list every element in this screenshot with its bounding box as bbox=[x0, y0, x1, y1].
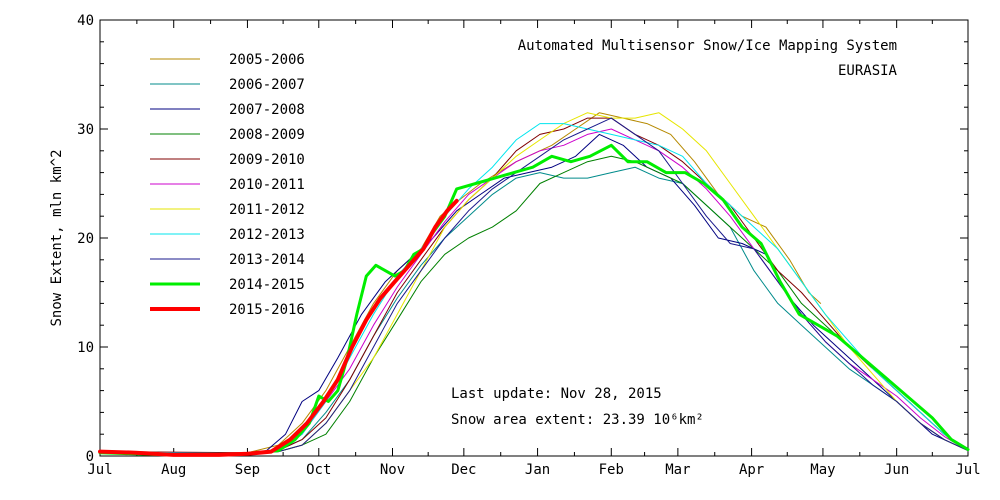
x-tick-label: Oct bbox=[306, 462, 331, 478]
legend: 2005-2006 2006-2007 2007-2008 2008-2009 2009… bbox=[150, 52, 305, 318]
legend-label: 2014-2015 bbox=[229, 277, 305, 293]
legend-label: 2009-2010 bbox=[229, 152, 305, 168]
x-tick-label: Sep bbox=[235, 462, 260, 478]
last-update-annotation: Last update: Nov 28, 2015 bbox=[451, 386, 662, 402]
y-tick-label: 40 bbox=[77, 13, 94, 29]
legend-label: 2008-2009 bbox=[229, 127, 305, 143]
y-tick-label: 10 bbox=[77, 340, 94, 356]
x-tick-label: Aug bbox=[161, 462, 186, 478]
x-tick-label: Nov bbox=[380, 462, 405, 478]
y-tick-label: 0 bbox=[86, 449, 94, 465]
series-layer bbox=[98, 112, 970, 457]
legend-label: 2013-2014 bbox=[229, 252, 305, 268]
legend-label: 2006-2007 bbox=[229, 77, 305, 93]
x-tick-label: Jul bbox=[87, 462, 112, 478]
x-tick-label: Jun bbox=[884, 462, 909, 478]
x-axis: Jul Aug Sep Oct Nov Dec Jan Feb Mar Apr May Jun Jul bbox=[87, 20, 981, 478]
legend-label: 2012-2013 bbox=[229, 227, 305, 243]
chart-subtitle: EURASIA bbox=[838, 63, 898, 79]
series-line-2013-2014 bbox=[99, 117, 969, 455]
x-tick-label: Mar bbox=[665, 462, 690, 478]
y-tick-label: 30 bbox=[77, 122, 94, 138]
y-axis: 0 10 20 30 40 bbox=[77, 13, 968, 465]
y-axis-label: Snow Extent, mln km^2 bbox=[49, 149, 65, 326]
x-tick-label: Dec bbox=[451, 462, 476, 478]
legend-label: 2015-2016 bbox=[229, 302, 305, 318]
x-tick-label: Jan bbox=[525, 462, 550, 478]
chart-title: Automated Multisensor Snow/Ice Mapping S… bbox=[518, 38, 897, 54]
x-tick-label: May bbox=[810, 462, 835, 478]
legend-label: 2007-2008 bbox=[229, 102, 305, 118]
y-tick-label: 20 bbox=[77, 231, 94, 247]
x-tick-label: Feb bbox=[599, 462, 624, 478]
x-tick-label: Jul bbox=[955, 462, 980, 478]
series-line-2015-2016 bbox=[98, 198, 459, 457]
legend-label: 2010-2011 bbox=[229, 177, 305, 193]
legend-label: 2005-2006 bbox=[229, 52, 305, 68]
series-line-2012-2013 bbox=[99, 123, 969, 455]
series-line-2007-2008 bbox=[99, 133, 969, 455]
legend-label: 2011-2012 bbox=[229, 202, 305, 218]
x-tick-label: Apr bbox=[739, 462, 764, 478]
series-line-2014-2015 bbox=[98, 143, 970, 457]
snow-area-annotation: Snow area extent: 23.39 10⁶km² bbox=[451, 412, 704, 428]
